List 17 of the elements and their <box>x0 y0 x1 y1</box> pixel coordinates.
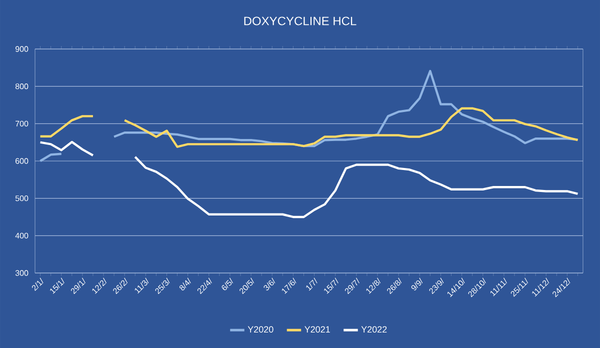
x-tick-label: 6/5/ <box>222 278 233 290</box>
x-tick-label: 8/4/ <box>179 278 191 290</box>
y-tick-label: 500 <box>15 195 28 202</box>
y-tick-label: 400 <box>15 232 28 238</box>
legend-label: Y2021 <box>304 326 330 333</box>
x-tick-label: 1/7/ <box>306 278 318 291</box>
y-tick-label: 300 <box>15 270 28 276</box>
y-tick-label: 600 <box>16 158 28 164</box>
x-tick-label: 9/9/ <box>411 278 423 290</box>
y-tick-label: 900 <box>16 46 28 52</box>
y-tick-label: 700 <box>16 120 28 126</box>
x-tick-label: 2/1/ <box>32 278 44 291</box>
legend-label: Y2020 <box>248 326 274 333</box>
y-tick-label: 800 <box>15 84 28 90</box>
legend-label: Y2022 <box>361 326 387 333</box>
x-tick-label: 3/6/ <box>264 278 276 290</box>
chart-title: DOXYCYCLINE HCL <box>244 16 356 26</box>
